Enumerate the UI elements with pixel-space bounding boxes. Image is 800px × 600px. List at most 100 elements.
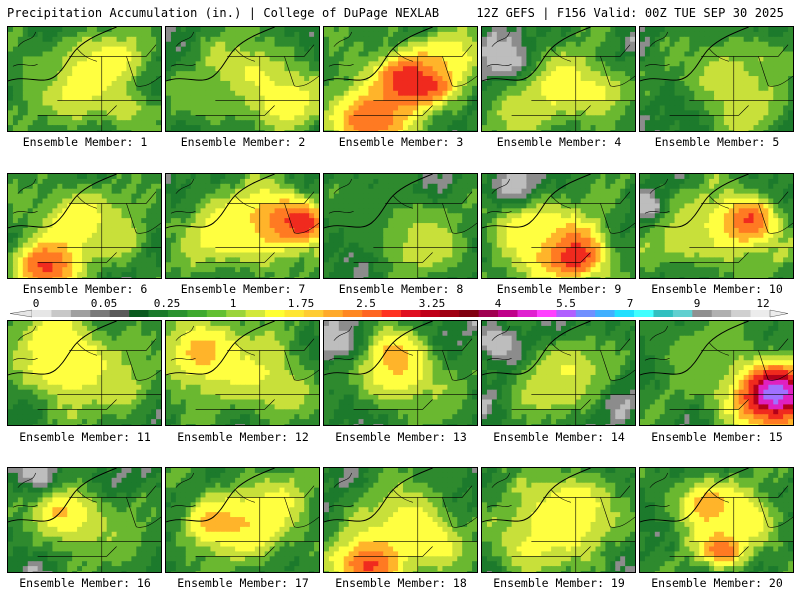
legend-tick-label: 0.05 (91, 297, 118, 310)
precip-field-cells (8, 174, 161, 278)
precip-field (324, 468, 477, 572)
legend-color-swatch (653, 310, 674, 317)
member-map-19 (481, 467, 636, 573)
boundary-line (76, 489, 97, 503)
boundary-line (385, 338, 473, 351)
precip-field (640, 27, 793, 131)
precip-field-cells (166, 174, 319, 278)
boundary-line (166, 27, 275, 82)
boundary-line (600, 56, 635, 87)
boundary-line (640, 321, 749, 376)
precip-field (324, 27, 477, 131)
boundary-line (284, 350, 319, 381)
boundary-line (37, 546, 117, 557)
legend-color-swatch (226, 310, 246, 317)
boundary-line (392, 48, 413, 62)
boundary-line (12, 358, 38, 361)
boundary-line (644, 211, 670, 214)
precip-field (482, 468, 635, 572)
precip-field (8, 468, 161, 572)
member-label: Ensemble Member: 13 (335, 430, 467, 444)
boundary-line (284, 497, 319, 528)
member-label: Ensemble Member: 2 (180, 135, 306, 149)
boundary-line (324, 174, 433, 229)
boundary-line (543, 191, 631, 204)
precip-field-cells (8, 321, 161, 425)
legend-color-swatch (634, 310, 654, 317)
boundary-line (8, 468, 117, 523)
boundary-line (708, 489, 729, 503)
boundary-line (392, 489, 413, 503)
boundary-line (175, 472, 194, 488)
precip-field (324, 174, 477, 278)
boundary-line (640, 27, 749, 82)
boundary-line (442, 497, 477, 528)
boundary-line (758, 350, 793, 381)
member-label: Ensemble Member: 19 (493, 576, 625, 590)
precip-field (8, 27, 161, 131)
boundary-line (385, 485, 473, 498)
boundary-line (195, 105, 275, 116)
boundary-line (491, 472, 510, 488)
member-map-7 (165, 173, 320, 279)
boundary-line (175, 31, 194, 47)
boundary-line (12, 211, 38, 214)
boundary-line (442, 203, 477, 234)
legend-color-swatch (362, 310, 382, 317)
boundary-line (12, 64, 38, 67)
boundary-line (175, 325, 194, 341)
legend-color-swatch (70, 310, 91, 317)
legend-color-swatch (90, 310, 110, 317)
boundary-line (640, 174, 749, 229)
boundary-line (324, 321, 433, 376)
boundary-line (76, 342, 97, 356)
boundary-line (600, 497, 635, 528)
legend-arrow-right (769, 309, 789, 318)
precip-field (324, 321, 477, 425)
boundary-line (353, 546, 433, 557)
precip-field-cells (640, 174, 793, 278)
legend-color-swatch (187, 310, 208, 317)
member-label: Ensemble Member: 20 (651, 576, 783, 590)
boundary-line (17, 472, 36, 488)
boundary-line (333, 31, 352, 47)
boundary-line (550, 48, 571, 62)
precip-field-cells (8, 468, 161, 572)
precip-field-cells (166, 468, 319, 572)
boundary-line (385, 191, 473, 204)
boundary-line (353, 399, 433, 410)
color-legend: 0 0.05 0.25 1 1.75 2.5 3.25 4 5.5 7 9 12 (0, 296, 800, 320)
boundary-line (392, 342, 413, 356)
boundary-line (701, 44, 789, 57)
legend-color-swatch (439, 310, 460, 317)
boundary-line (442, 56, 477, 87)
boundary-line (69, 485, 157, 498)
boundary-line (649, 31, 668, 47)
member-label: Ensemble Member: 14 (493, 430, 625, 444)
boundary-line (37, 252, 117, 263)
legend-color-swatch (731, 310, 751, 317)
member-label: Ensemble Member: 6 (22, 282, 148, 296)
boundary-line (511, 546, 591, 557)
member-map-1 (7, 26, 162, 132)
legend-color-swatch (206, 310, 227, 317)
boundary-line (234, 489, 255, 503)
precip-field-cells (8, 27, 161, 131)
boundary-line (227, 191, 315, 204)
boundary-line (195, 546, 275, 557)
legend-color-swatch (536, 310, 557, 317)
legend-arrow-left (9, 309, 33, 318)
legend-color-swatch (517, 310, 538, 317)
boundary-line (170, 358, 196, 361)
page-title: Precipitation Accumulation (in.) | Colle… (7, 6, 440, 20)
boundary-line (486, 358, 512, 361)
member-label: Ensemble Member: 15 (651, 430, 783, 444)
legend-color-swatch (420, 310, 441, 317)
boundary-line (669, 399, 749, 410)
boundary-line (69, 338, 157, 351)
member-label: Ensemble Member: 18 (335, 576, 467, 590)
boundary-line (482, 321, 591, 376)
boundary-line (37, 105, 117, 116)
legend-color-swatch (711, 310, 732, 317)
legend-tick-label: 9 (694, 297, 701, 310)
